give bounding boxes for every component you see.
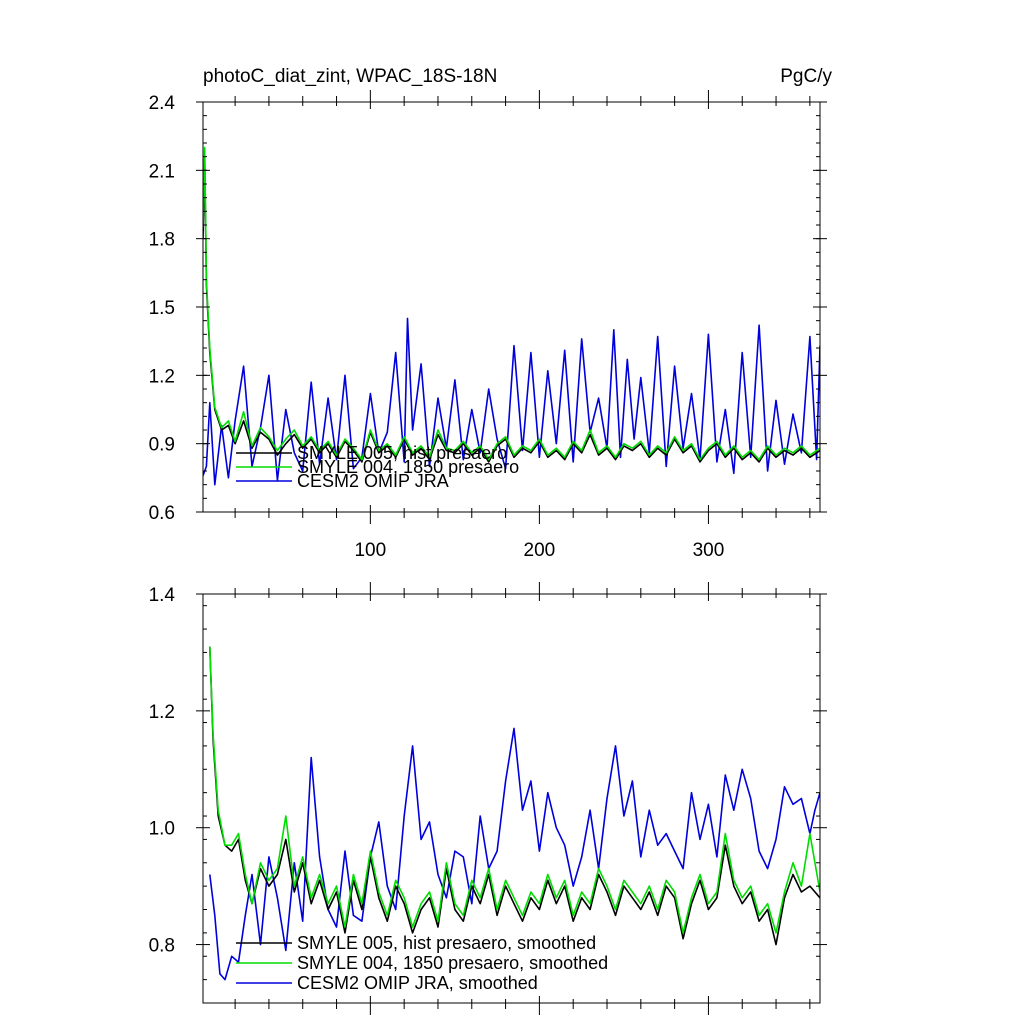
bottom-y-tick-label: 1.4 bbox=[149, 585, 176, 606]
bottom-chart-ticks-layer: 0.8 1.0 1.2 1.4 bbox=[149, 582, 827, 1015]
top-y-tick-label: 2.4 bbox=[149, 93, 176, 114]
top-legend-label-2: SMYLE 004, 1850 presaero bbox=[297, 457, 519, 477]
top-series-line-1 bbox=[203, 158, 820, 463]
bottom-legend-label-1: SMYLE 005, hist presaero, smoothed bbox=[297, 933, 596, 953]
top-chart-series-layer bbox=[203, 146, 820, 486]
top-series-line-3 bbox=[203, 317, 820, 486]
top-y-tick-label: 2.1 bbox=[149, 161, 175, 182]
bottom-series-line-1 bbox=[209, 646, 820, 946]
bottom-chart-panel: 0.8 1.0 1.2 1.4 SMYLE 005, hist presaero, s… bbox=[149, 582, 827, 1015]
bottom-y-tick-label: 1.2 bbox=[149, 702, 175, 723]
bottom-chart-legend: SMYLE 005, hist presaero, smoothedSMYLE … bbox=[236, 933, 608, 993]
top-x-tick-label: 200 bbox=[524, 540, 556, 561]
top-chart-plot-frame bbox=[202, 101, 821, 513]
bottom-y-tick-label: 0.8 bbox=[149, 936, 175, 957]
top-x-tick-label: 300 bbox=[693, 540, 725, 561]
top-y-tick-label: 1.8 bbox=[149, 230, 175, 251]
top-series-line-2 bbox=[203, 146, 820, 461]
bottom-legend-label-2: SMYLE 004, 1850 presaero, smoothed bbox=[297, 953, 608, 973]
bottom-chart-plot-frame bbox=[202, 593, 821, 1004]
top-x-tick-label: 100 bbox=[354, 540, 386, 561]
bottom-legend-label-3: CESM2 OMIP JRA, smoothed bbox=[297, 973, 538, 993]
bottom-series-line-3 bbox=[209, 727, 820, 981]
top-y-tick-label: 1.5 bbox=[149, 298, 175, 319]
bottom-y-tick-label: 1.0 bbox=[149, 819, 175, 840]
top-chart-units: PgC/y bbox=[780, 66, 832, 87]
top-y-tick-label: 0.9 bbox=[149, 435, 175, 456]
top-chart-ticks-layer: 0.6 0.9 1.2 1.5 1.8 2.1 2.4 100 200 300 bbox=[149, 90, 827, 561]
top-chart-title: photoC_diat_zint, WPAC_18S-18N bbox=[203, 66, 497, 87]
top-legend-label-3: CESM2 OMIP JRA bbox=[297, 471, 449, 491]
top-legend-label-1: SMYLE 005, hist presaero bbox=[297, 443, 507, 463]
bottom-chart-series-layer bbox=[209, 646, 820, 981]
top-y-tick-label: 1.2 bbox=[149, 366, 175, 387]
top-y-tick-label: 0.6 bbox=[149, 503, 175, 524]
top-chart-panel: photoC_diat_zint, WPAC_18S-18N PgC/y 0.6… bbox=[149, 66, 833, 561]
bottom-series-line-2 bbox=[209, 646, 820, 934]
